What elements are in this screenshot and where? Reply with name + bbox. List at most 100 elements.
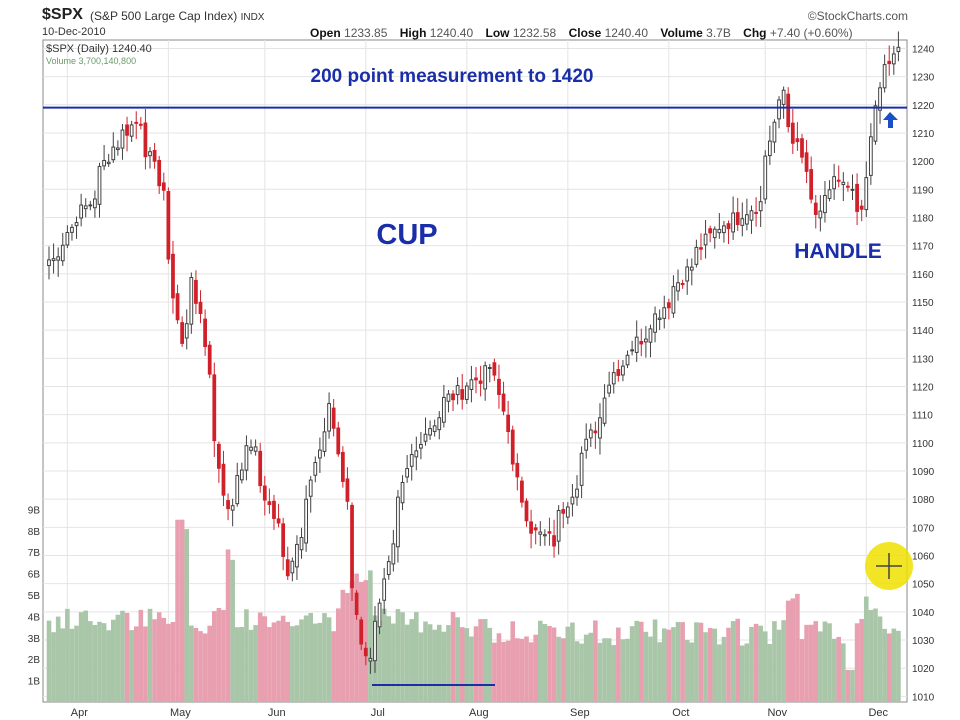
volume-bar bbox=[487, 627, 493, 702]
high-value: 1240.40 bbox=[429, 26, 474, 40]
symbol[interactable]: $SPX bbox=[42, 6, 83, 23]
open-label: Open bbox=[310, 26, 341, 40]
volume-bar bbox=[175, 519, 180, 702]
volume-bar bbox=[436, 624, 442, 702]
candle-body bbox=[120, 129, 125, 149]
candle-body bbox=[735, 212, 740, 226]
candle-body bbox=[65, 232, 70, 246]
volume-bar bbox=[882, 628, 887, 702]
candle-body bbox=[111, 146, 116, 161]
volume-bar bbox=[189, 625, 194, 702]
volume-bar bbox=[262, 616, 268, 702]
candle-body bbox=[354, 592, 359, 615]
volume-bar bbox=[115, 614, 121, 702]
candle-body bbox=[451, 393, 455, 401]
volume-bar bbox=[863, 596, 869, 702]
candle-body bbox=[809, 169, 814, 200]
candle-body bbox=[786, 93, 791, 128]
candle-body bbox=[529, 521, 533, 534]
volume-bar bbox=[850, 669, 855, 702]
candle-body bbox=[455, 385, 460, 396]
candle-body bbox=[625, 354, 630, 366]
volume-bar bbox=[303, 615, 309, 702]
price-tick-label: 1180 bbox=[912, 213, 934, 224]
month-tick-label: Dec bbox=[868, 707, 888, 719]
volume-bar bbox=[758, 625, 763, 702]
candle-body bbox=[125, 124, 129, 136]
candle-body bbox=[689, 266, 694, 271]
chg-value: +7.40 (+0.60%) bbox=[769, 26, 853, 40]
volume-bar bbox=[657, 642, 662, 702]
volume-bar bbox=[528, 642, 534, 702]
volume-bar bbox=[363, 580, 369, 702]
volume-bar bbox=[510, 621, 516, 702]
volume-bar bbox=[836, 636, 842, 702]
candle-body bbox=[846, 185, 850, 188]
candle-body bbox=[602, 397, 607, 424]
candle-body bbox=[308, 479, 313, 497]
volume-bar bbox=[354, 573, 359, 702]
volume-bar bbox=[271, 622, 277, 702]
candle-body bbox=[359, 619, 364, 645]
candle-body bbox=[258, 450, 263, 487]
volume-bar bbox=[831, 638, 837, 702]
volume-bar bbox=[120, 610, 125, 702]
candle-body bbox=[644, 338, 648, 343]
candle-body bbox=[331, 407, 336, 429]
volume-bar bbox=[547, 626, 552, 702]
candle-body bbox=[666, 302, 671, 309]
close-label: Close bbox=[568, 26, 602, 40]
candle-body bbox=[166, 191, 171, 260]
candle-body bbox=[405, 468, 410, 478]
volume-bar bbox=[482, 618, 488, 702]
candle-body bbox=[873, 105, 878, 142]
candle-body bbox=[483, 365, 488, 390]
volume-bar bbox=[253, 625, 258, 702]
volume-bar bbox=[625, 638, 630, 702]
candle-body bbox=[428, 428, 432, 436]
volume-bar bbox=[106, 630, 111, 702]
volume-bar bbox=[101, 623, 107, 702]
candle-body bbox=[657, 317, 662, 321]
month-tick-label: Oct bbox=[672, 707, 689, 719]
volume-bar bbox=[386, 616, 392, 702]
measurement-annotation: 200 point measurement to 1420 bbox=[311, 66, 594, 87]
candle-body bbox=[510, 429, 515, 465]
volume-bar bbox=[616, 627, 621, 702]
candle-body bbox=[47, 259, 51, 267]
volume-bar bbox=[891, 628, 897, 702]
candle-body bbox=[207, 344, 212, 375]
candle-body bbox=[102, 159, 106, 167]
volume-bar bbox=[409, 619, 415, 702]
volume-bar bbox=[299, 619, 304, 702]
candle-body bbox=[70, 226, 74, 233]
volume-bar bbox=[744, 643, 750, 702]
ohlc-bar: Open 1233.85 High 1240.40 Low 1232.58 Cl… bbox=[310, 26, 862, 40]
volume-bar bbox=[689, 642, 695, 702]
volume-bar bbox=[78, 612, 84, 702]
volume-bar bbox=[143, 626, 148, 702]
volume-bar bbox=[166, 623, 171, 702]
volume-bar bbox=[671, 627, 676, 702]
month-tick-label: Jun bbox=[268, 707, 286, 719]
price-tick-label: 1100 bbox=[912, 439, 934, 450]
candle-body bbox=[699, 247, 703, 250]
volume-bar bbox=[501, 641, 506, 702]
candle-body bbox=[800, 138, 804, 158]
candle-body bbox=[882, 64, 887, 89]
candle-body bbox=[520, 480, 524, 503]
volume-bar bbox=[395, 609, 401, 702]
candle-body bbox=[253, 446, 258, 452]
candle-body bbox=[198, 301, 203, 314]
candle-body bbox=[79, 204, 84, 219]
volume-bar bbox=[331, 631, 336, 702]
candle-body bbox=[157, 159, 162, 187]
volume-bar bbox=[524, 636, 529, 702]
candle-body bbox=[423, 433, 428, 442]
brand-watermark[interactable]: ©StockCharts.com bbox=[807, 9, 908, 23]
candle-body bbox=[630, 349, 634, 352]
volume-tick-label: 6B bbox=[28, 570, 41, 581]
candle-body bbox=[703, 233, 708, 246]
volume-bar bbox=[597, 642, 603, 702]
